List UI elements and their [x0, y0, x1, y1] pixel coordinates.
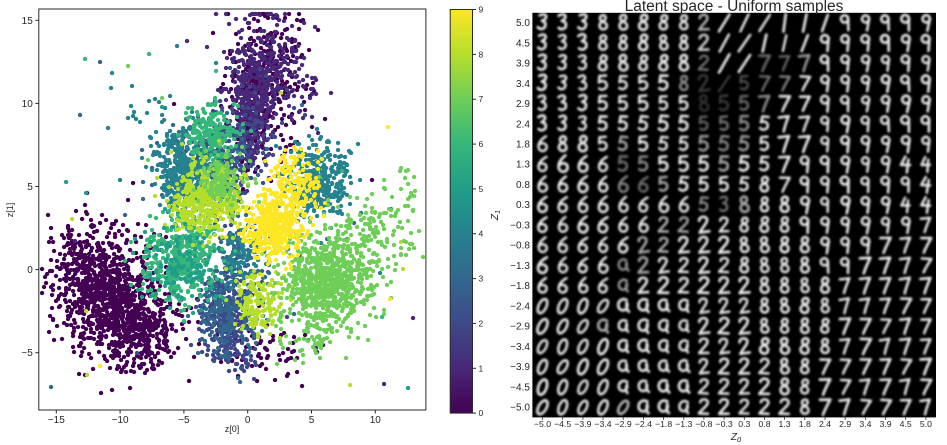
svg-text:−5.0: −5.0 — [534, 419, 551, 429]
svg-text:2.9: 2.9 — [516, 99, 530, 110]
svg-text:15: 15 — [22, 16, 34, 27]
svg-text:2: 2 — [479, 318, 484, 328]
svg-text:−2.9: −2.9 — [510, 322, 530, 333]
svg-text:−0.3: −0.3 — [510, 220, 530, 231]
svg-text:7: 7 — [479, 94, 484, 104]
svg-text:1.3: 1.3 — [779, 419, 791, 429]
svg-text:−15: −15 — [48, 415, 65, 426]
svg-text:−10: −10 — [112, 415, 129, 426]
svg-text:1.8: 1.8 — [799, 419, 811, 429]
svg-text:z[0]: z[0] — [225, 424, 240, 434]
svg-text:3.9: 3.9 — [516, 59, 530, 70]
svg-text:0.3: 0.3 — [516, 200, 530, 211]
svg-text:10: 10 — [22, 99, 34, 110]
svg-text:0: 0 — [479, 408, 484, 418]
svg-text:−1.3: −1.3 — [510, 261, 530, 272]
svg-text:1.8: 1.8 — [516, 140, 530, 151]
svg-text:Z1: Z1 — [490, 210, 502, 221]
svg-text:5: 5 — [479, 184, 484, 194]
svg-text:z[1]: z[1] — [5, 203, 15, 218]
svg-text:9: 9 — [479, 5, 484, 15]
svg-text:1.3: 1.3 — [516, 160, 530, 171]
svg-text:−1.8: −1.8 — [510, 281, 530, 292]
svg-text:2.4: 2.4 — [516, 119, 530, 130]
svg-text:3.4: 3.4 — [516, 79, 530, 90]
svg-text:5: 5 — [27, 182, 33, 193]
svg-text:−0.8: −0.8 — [695, 419, 712, 429]
svg-text:10: 10 — [370, 415, 382, 426]
svg-text:0.8: 0.8 — [758, 419, 770, 429]
svg-text:2.9: 2.9 — [839, 419, 851, 429]
svg-text:0.3: 0.3 — [738, 419, 750, 429]
svg-text:−4.5: −4.5 — [554, 419, 571, 429]
svg-text:−1.3: −1.3 — [675, 419, 692, 429]
svg-text:0: 0 — [245, 415, 251, 426]
svg-text:−5: −5 — [21, 348, 33, 359]
svg-text:−4.5: −4.5 — [510, 382, 530, 393]
svg-text:8: 8 — [479, 49, 484, 59]
svg-text:−0.3: −0.3 — [716, 419, 733, 429]
svg-text:4.5: 4.5 — [900, 419, 912, 429]
svg-text:2.4: 2.4 — [819, 419, 831, 429]
svg-text:1: 1 — [479, 363, 484, 373]
svg-text:3.9: 3.9 — [879, 419, 891, 429]
svg-text:4: 4 — [479, 229, 484, 239]
svg-text:5.0: 5.0 — [516, 18, 530, 29]
svg-text:4.5: 4.5 — [516, 38, 530, 49]
svg-text:5.0: 5.0 — [920, 419, 932, 429]
svg-text:−2.4: −2.4 — [510, 301, 530, 312]
svg-text:−3.4: −3.4 — [594, 419, 611, 429]
svg-text:3.4: 3.4 — [859, 419, 871, 429]
svg-text:−2.9: −2.9 — [615, 419, 632, 429]
svg-text:0: 0 — [27, 265, 33, 276]
svg-text:Z0: Z0 — [730, 432, 742, 444]
svg-text:−5.0: −5.0 — [510, 403, 530, 414]
svg-text:−2.4: −2.4 — [635, 419, 652, 429]
svg-text:5: 5 — [309, 415, 315, 426]
svg-text:−1.8: −1.8 — [655, 419, 672, 429]
svg-text:−5: −5 — [178, 415, 190, 426]
svg-text:−3.4: −3.4 — [510, 342, 530, 353]
svg-text:Latent space - Uniform samples: Latent space - Uniform samples — [625, 0, 844, 15]
svg-text:−3.9: −3.9 — [574, 419, 591, 429]
svg-text:−0.8: −0.8 — [510, 241, 530, 252]
svg-text:−3.9: −3.9 — [510, 362, 530, 373]
svg-text:6: 6 — [479, 139, 484, 149]
svg-text:3: 3 — [479, 274, 484, 284]
svg-text:0.8: 0.8 — [516, 180, 530, 191]
